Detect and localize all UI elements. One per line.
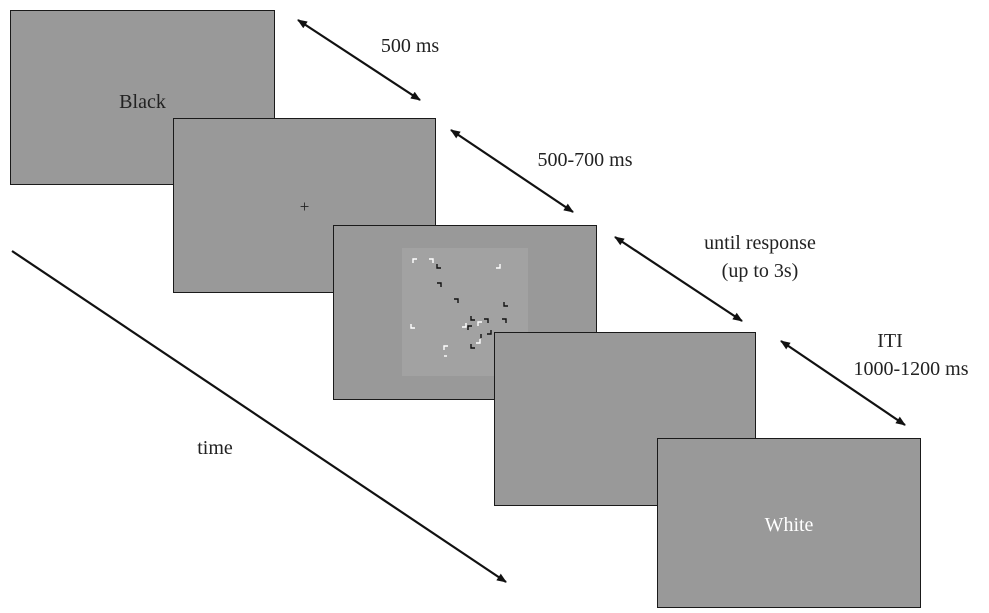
- search-item-white: [410, 324, 415, 329]
- search-item-white: [462, 323, 467, 328]
- search-item-black: [437, 282, 442, 287]
- search-item-black: [470, 344, 475, 349]
- screen-black-label: Black: [119, 91, 166, 113]
- search-item-black: [484, 318, 489, 323]
- search-item-black: [454, 298, 459, 303]
- search-item-black: [436, 264, 441, 269]
- search-item-white: [496, 264, 501, 269]
- screen-black: Black: [10, 10, 275, 185]
- search-item-black: [467, 325, 472, 330]
- screen-white-label: White: [764, 514, 814, 536]
- duration-arrow-2: [450, 129, 574, 213]
- search-item-white: [443, 345, 448, 350]
- fixation-cross: +: [299, 197, 310, 216]
- duration-label-4-line1: ITI: [877, 330, 903, 352]
- duration-arrow-1: [297, 19, 421, 101]
- time-arrow: [11, 250, 507, 583]
- search-items: [410, 258, 508, 357]
- duration-label-2: 500-700 ms: [537, 149, 633, 171]
- duration-label-3-line1: until response: [704, 232, 816, 254]
- search-item-white: [477, 321, 482, 326]
- duration-arrow-4: [780, 340, 906, 426]
- duration-arrow-3: [614, 236, 743, 322]
- screen-white: White: [657, 438, 921, 608]
- time-label: time: [197, 437, 233, 459]
- search-item-white: [412, 258, 417, 263]
- duration-label-3-line2: (up to 3s): [721, 260, 799, 282]
- search-item-black: [503, 302, 508, 307]
- search-item-white: [476, 339, 481, 344]
- search-item-black: [487, 330, 492, 335]
- duration-label-4-line2: 1000-1200 ms: [853, 358, 969, 380]
- duration-label-1: 500 ms: [380, 35, 440, 57]
- search-item-black: [470, 316, 475, 321]
- search-item-black: [502, 318, 507, 323]
- search-item-white: [429, 258, 434, 263]
